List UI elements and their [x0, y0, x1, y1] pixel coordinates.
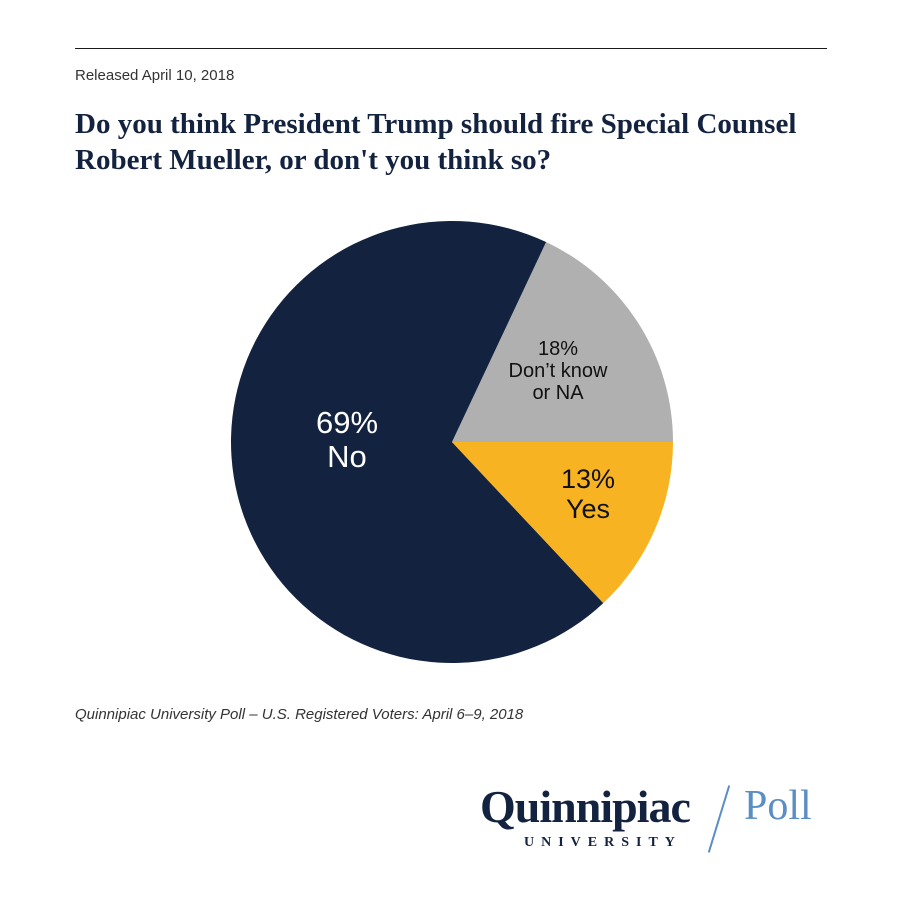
top-rule: [75, 48, 827, 49]
slice-label-yes-line-2: Yes: [566, 494, 610, 524]
logo-slash: [707, 785, 731, 853]
slice-label-no-line-2: No: [327, 439, 367, 474]
chart-title-line-1: Do you think President Trump should fire…: [75, 108, 797, 140]
pie-slice-no: [231, 221, 604, 664]
chart-title: Do you think President Trump should fire…: [75, 106, 855, 178]
pie-slice-yes: [452, 442, 673, 604]
slice-label-no-line-1: 69%: [316, 405, 378, 440]
logo-university-text: UNIVERSITY: [524, 835, 682, 850]
pie-slice-dk: [452, 242, 673, 442]
release-date: Released April 10, 2018: [75, 67, 235, 84]
slice-label-yes-line-1: 13%: [561, 464, 615, 494]
slice-label-yes: 13% Yes: [561, 464, 615, 524]
logo-poll-text: Poll: [744, 783, 812, 829]
source-note: Quinnipiac University Poll – U.S. Regist…: [75, 706, 524, 723]
logo-quinnipiac-text: Quinnipiac: [480, 781, 691, 832]
slice-label-dk: 18% Don’t know or NA: [509, 338, 608, 404]
slice-label-dk-line-2: Don’t know: [509, 360, 608, 382]
slice-label-no: 69% No: [316, 405, 378, 474]
slice-label-dk-line-3: or NA: [532, 382, 584, 404]
chart-title-line-2: Robert Mueller, or don't you think so?: [75, 144, 552, 176]
quinnipiac-poll-logo: Quinnipiac Poll UNIVERSITY: [480, 780, 840, 860]
slice-label-dk-line-1: 18%: [538, 338, 578, 360]
